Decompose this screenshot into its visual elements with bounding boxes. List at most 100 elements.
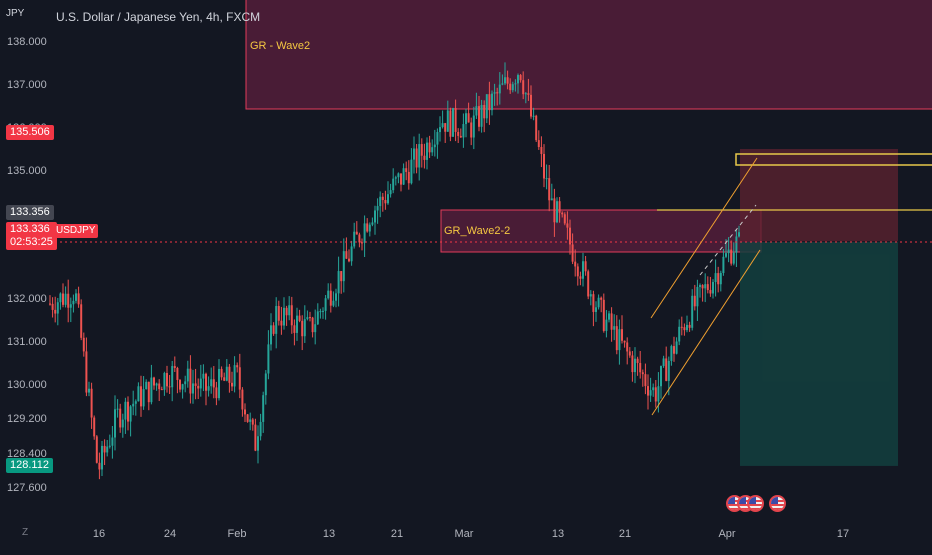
- candle-body: [384, 199, 387, 204]
- candle-body: [181, 384, 184, 390]
- candle-body: [381, 196, 384, 200]
- candle-body: [561, 212, 564, 215]
- candle-body: [556, 201, 558, 223]
- stop-loss-zone[interactable]: [740, 149, 898, 242]
- candle-body: [600, 297, 603, 300]
- candle-body: [470, 122, 473, 138]
- candle-body: [610, 313, 613, 330]
- last-price: 133.336: [10, 223, 50, 235]
- candle-body: [524, 93, 527, 95]
- candle-body: [535, 115, 538, 141]
- candle-body: [410, 159, 413, 184]
- candle-body: [550, 198, 553, 201]
- candle-body: [709, 290, 712, 294]
- candle-body: [660, 366, 662, 387]
- candle-body: [88, 388, 90, 393]
- candle-body: [319, 311, 322, 313]
- candle-body: [366, 223, 369, 232]
- channel-lower-line[interactable]: [651, 249, 761, 416]
- candle-body: [595, 307, 597, 312]
- candle-body: [597, 297, 600, 308]
- candle-body: [254, 424, 257, 451]
- price-tick-label: 132.000: [7, 293, 47, 306]
- auto-scale-label[interactable]: Z: [22, 527, 29, 538]
- candle-body: [147, 381, 150, 403]
- candle-body: [192, 383, 194, 394]
- candle-body: [704, 284, 707, 289]
- candle-body: [452, 108, 454, 137]
- candle-body: [56, 302, 59, 314]
- zone-label-wave2[interactable]: GR - Wave2: [250, 40, 311, 52]
- candle-body: [340, 271, 343, 282]
- candle-body: [64, 293, 67, 305]
- candle-body: [225, 366, 228, 381]
- candle-body: [436, 132, 439, 145]
- candle-body: [387, 194, 389, 204]
- candle-body: [407, 171, 410, 184]
- resistance-box[interactable]: [735, 153, 932, 166]
- candle-body: [163, 373, 166, 390]
- candle-body: [699, 285, 701, 287]
- candle-body: [171, 366, 174, 388]
- candle-body: [327, 290, 330, 299]
- zone-label-wave2-2[interactable]: GR_Wave2-2: [444, 225, 511, 237]
- candle-body: [296, 315, 298, 333]
- candle-body: [158, 383, 161, 390]
- time-tick-label: 13: [322, 528, 336, 540]
- time-tick-label: 16: [92, 528, 106, 540]
- chart-title[interactable]: U.S. Dollar / Japanese Yen, 4h, FXCM: [56, 10, 261, 24]
- candle-body: [238, 367, 241, 390]
- candle-body: [215, 387, 218, 399]
- candle-body: [392, 178, 395, 191]
- candle-body: [202, 373, 205, 379]
- candle-body: [693, 295, 696, 307]
- candle-body: [706, 284, 709, 291]
- candle-body: [431, 147, 434, 153]
- candle-body: [491, 93, 493, 111]
- candle-body: [527, 93, 530, 95]
- candle-body: [688, 324, 691, 328]
- candle-body: [605, 319, 608, 331]
- price-tick-label: 127.600: [7, 481, 47, 494]
- candle-body: [77, 293, 80, 305]
- candle-body: [402, 168, 405, 185]
- candle-body: [371, 222, 374, 225]
- candle-body: [309, 317, 311, 319]
- candle-body: [652, 387, 655, 391]
- candle-body: [259, 421, 262, 437]
- candle-body: [80, 304, 83, 338]
- time-tick-label: 24: [163, 528, 177, 540]
- candle-body: [498, 84, 501, 94]
- candle-body: [267, 344, 270, 374]
- supply-zone-wave2-2[interactable]: [440, 209, 762, 253]
- us-event-flag-icon[interactable]: [769, 495, 786, 512]
- candle-body: [574, 261, 577, 267]
- candle-body: [584, 261, 587, 272]
- supply-zone-wave2[interactable]: [245, 0, 932, 110]
- candle-body: [350, 246, 353, 262]
- candle-body: [85, 351, 88, 393]
- symbol-badge[interactable]: USDJPY: [53, 224, 99, 238]
- candle-body: [207, 386, 210, 391]
- candle-body: [197, 385, 200, 389]
- candle-body: [374, 210, 376, 223]
- channel-upper-line[interactable]: [650, 157, 758, 319]
- candle-body: [293, 325, 296, 333]
- us-event-flag-icon[interactable]: [747, 495, 764, 512]
- candle-body: [173, 366, 176, 368]
- channel-mid-line[interactable]: [699, 204, 757, 276]
- candle-body: [558, 201, 561, 213]
- candle-body: [667, 360, 670, 381]
- time-tick-label: Feb: [227, 528, 247, 540]
- candle-body: [114, 409, 116, 438]
- candle-body: [540, 147, 543, 154]
- candle-body: [290, 305, 293, 326]
- candle-body: [353, 231, 356, 247]
- take-profit-zone[interactable]: [740, 242, 898, 466]
- candle-body: [132, 403, 135, 407]
- candle-body: [493, 92, 496, 94]
- candle-body: [314, 324, 317, 333]
- candle-body: [634, 358, 636, 373]
